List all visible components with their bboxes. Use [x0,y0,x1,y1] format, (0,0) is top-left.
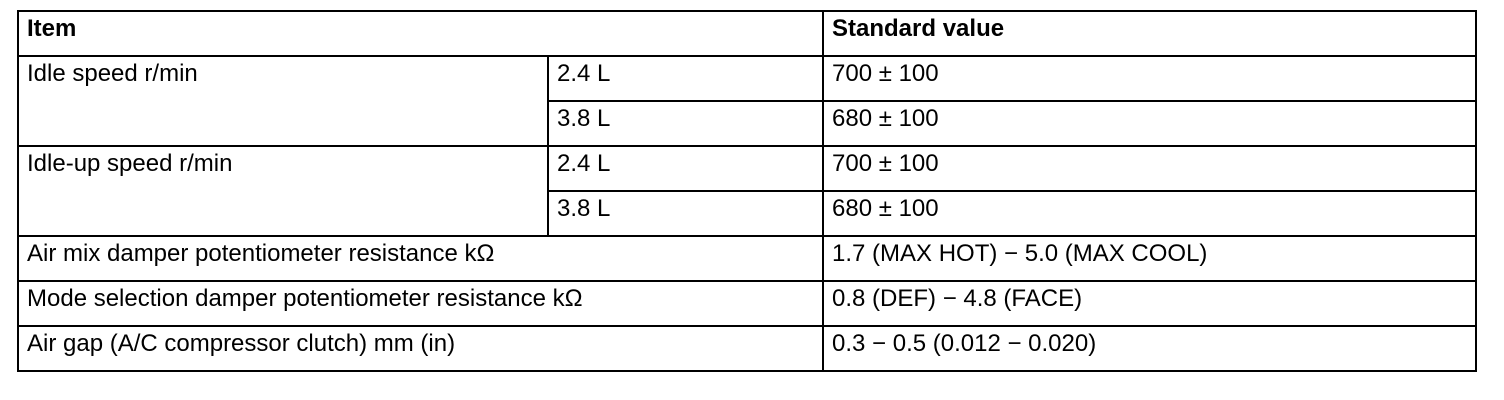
value-cell: 680 ± 100 [822,190,1478,237]
variant-cell: 3.8 L [546,100,825,147]
row: Idle-up speed r/min 2.4 L 700 ± 100 [17,145,1478,237]
value-cell: 680 ± 100 [822,100,1478,147]
variant-cell: 2.4 L [546,145,825,192]
item-cell: Mode selection damper potentiometer resi… [16,280,825,327]
row: Mode selection damper potentiometer resi… [16,280,1478,327]
variant-cell: 2.4 L [546,55,825,102]
row: 3.8 L 680 ± 100 [18,190,1478,237]
header-cell: Item [16,10,825,57]
header-row: Item Standard value [16,10,1478,57]
value-cell: 0.8 (DEF) − 4.8 (FACE) [822,280,1478,327]
row: Idle speed r/min 2.4 L 700 ± 100 [17,55,1478,147]
row: Air gap (A/C compressor clutch) mm (in) … [16,325,1478,372]
value-cell: 0.3 − 0.5 (0.012 − 0.020) [822,325,1478,372]
spec-table: Item Standard value Idle speed r/min 2.4… [16,10,1478,372]
item-cell: Air gap (A/C compressor clutch) mm (in) [16,325,825,372]
item-cell: Air mix damper potentiometer resistance … [16,235,825,282]
row: Air mix damper potentiometer resistance … [16,235,1478,282]
value-cell: 700 ± 100 [822,55,1478,102]
value-cell: 1.7 (MAX HOT) − 5.0 (MAX COOL) [822,235,1478,282]
header-cell: Standard value [822,10,1478,57]
item-cell: Idle-up speed r/min [17,145,549,237]
value-cell: 700 ± 100 [822,145,1478,192]
row: 3.8 L 680 ± 100 [18,100,1478,147]
variant-cell: 3.8 L [546,190,825,237]
item-cell: Idle speed r/min [17,55,549,147]
